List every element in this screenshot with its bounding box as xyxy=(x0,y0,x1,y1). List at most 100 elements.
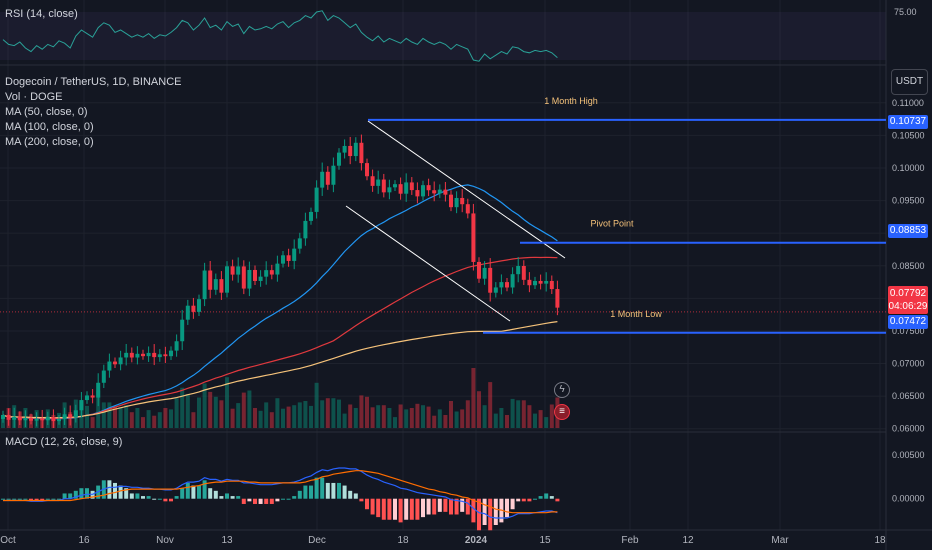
macd-histogram-bar xyxy=(275,498,280,502)
macd-histogram-bar xyxy=(477,498,481,531)
rsi-line xyxy=(2,10,558,62)
macd-histogram-bar xyxy=(258,498,263,504)
candle xyxy=(197,294,201,316)
ma50-indicator-label[interactable]: MA (50, close, 0) xyxy=(5,106,88,118)
candle-body xyxy=(426,185,431,191)
volume-bar xyxy=(107,402,112,428)
volume-bar xyxy=(320,400,325,428)
channel-lower-line xyxy=(345,205,511,322)
candle xyxy=(516,256,521,283)
rsi-legend[interactable]: RSI (14, close) xyxy=(5,7,78,22)
macd-title[interactable]: MACD (12, 26, close, 9) xyxy=(5,436,123,448)
candle xyxy=(398,177,403,200)
volume-bar xyxy=(493,413,498,428)
volume-bar xyxy=(421,405,425,428)
candle-body xyxy=(488,267,493,293)
candle-body xyxy=(12,416,17,420)
candle-body xyxy=(213,279,218,290)
time-tick-label: 13 xyxy=(221,535,233,546)
candle-body xyxy=(62,414,67,420)
macd-histogram-bar xyxy=(549,496,554,499)
macd-histogram-bar xyxy=(281,498,285,500)
flash-icon[interactable]: ϟ xyxy=(554,382,570,398)
symbol-title[interactable]: Dogecoin / TetherUS, 1D, BINANCE xyxy=(5,76,182,88)
price-tick-label: 0.07000 xyxy=(892,359,925,369)
level-label: 1 Month High xyxy=(544,96,598,106)
candle-body xyxy=(516,265,521,275)
candle xyxy=(180,309,185,351)
currency-button[interactable]: USDT xyxy=(891,69,928,95)
volume-bar xyxy=(191,412,196,428)
macd-legend[interactable]: MACD (12, 26, close, 9) xyxy=(5,435,122,450)
candle-body xyxy=(538,280,543,284)
candle xyxy=(477,257,481,283)
candle xyxy=(303,212,308,246)
candle xyxy=(443,181,448,202)
volume-bar xyxy=(477,391,481,428)
price-tick-label: 0.06000 xyxy=(892,424,925,434)
price-tick-label: 0.09500 xyxy=(892,196,925,206)
macd-histogram-bar xyxy=(135,493,140,499)
candle xyxy=(12,407,17,428)
us-flag-icon[interactable]: ≡ xyxy=(554,404,570,420)
candle xyxy=(141,349,145,360)
macd-histogram-bar xyxy=(493,498,498,525)
candle xyxy=(499,274,504,295)
macd-histogram-bar xyxy=(124,488,129,499)
candle-body xyxy=(146,352,151,357)
candle-body xyxy=(101,370,106,383)
candle-body xyxy=(68,414,73,418)
candle xyxy=(505,277,509,292)
macd-histogram-bar xyxy=(286,498,291,500)
macd-histogram-bar xyxy=(381,498,386,520)
candle xyxy=(51,409,56,429)
candlesticks xyxy=(1,134,560,429)
macd-histogram-bar xyxy=(521,498,526,502)
price-tick-label: 0.08500 xyxy=(892,261,925,271)
macd-histogram-bar xyxy=(309,485,313,499)
macd-histogram-bar xyxy=(17,498,22,500)
macd-histogram-bar xyxy=(426,498,431,515)
candle xyxy=(365,158,369,181)
candle xyxy=(449,190,453,212)
macd-histogram-bar xyxy=(303,485,308,499)
macd-histogram-bar xyxy=(297,490,302,499)
candle-body xyxy=(230,266,235,275)
candle xyxy=(34,412,39,427)
candle xyxy=(258,270,263,287)
candle xyxy=(152,344,157,366)
candle-body xyxy=(292,248,297,261)
volume-bar xyxy=(90,417,95,428)
candle-body xyxy=(191,305,196,312)
macd-histogram-bar xyxy=(376,498,381,518)
main-legend[interactable]: Dogecoin / TetherUS, 1D, BINANCE Vol · D… xyxy=(5,75,181,150)
candle xyxy=(174,334,179,357)
macd-histogram-bar xyxy=(230,496,235,499)
time-tick-label: Dec xyxy=(308,535,326,546)
last-price-value: 0.07792 xyxy=(889,288,927,299)
rsi-title[interactable]: RSI (14, close) xyxy=(5,8,78,20)
candle xyxy=(521,260,526,286)
macd-histogram-bar xyxy=(264,498,269,504)
candle xyxy=(17,411,22,426)
ma200-line xyxy=(2,321,558,419)
volume-bar xyxy=(286,406,291,428)
volume-bar xyxy=(409,408,414,428)
candle-body xyxy=(124,352,129,358)
ma100-indicator-label[interactable]: MA (100, close, 0) xyxy=(5,121,94,133)
volume-bar xyxy=(370,407,375,428)
time-axis: Oct 16 Nov 13 Dec 18 2024 15 Feb 12 Mar 18 xyxy=(0,535,886,546)
volume-bar xyxy=(460,409,465,428)
volume-bar xyxy=(454,411,459,428)
candle-body xyxy=(454,197,459,208)
volume-bar xyxy=(247,390,252,428)
candle xyxy=(426,178,431,197)
candle xyxy=(527,272,532,293)
ma200-indicator-label[interactable]: MA (200, close, 0) xyxy=(5,136,94,148)
volume-indicator-label[interactable]: Vol · DOGE xyxy=(5,91,63,103)
candle-body xyxy=(107,361,112,371)
candle xyxy=(85,391,89,404)
candle-body xyxy=(225,266,229,293)
candle-body xyxy=(432,190,437,194)
